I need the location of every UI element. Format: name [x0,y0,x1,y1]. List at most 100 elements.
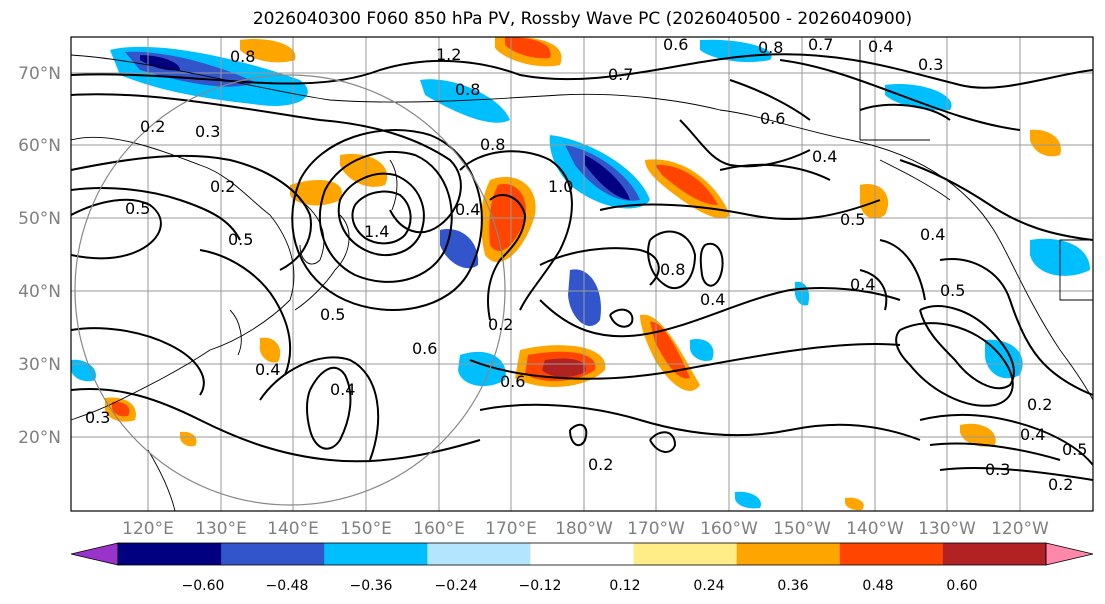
lat-label: 70°N [18,64,61,84]
contour-label: 0.3 [195,122,220,141]
lat-label: 20°N [18,428,61,448]
lat-label: 60°N [18,136,61,156]
contour-label: 0.5 [320,305,345,324]
contour-label: 0.6 [500,372,525,391]
contour-label: 0.6 [412,339,437,358]
lon-label: 140°W [846,519,904,539]
colorbar-swatch [942,543,1047,565]
contour-label: 1.0 [548,177,573,196]
colorbar-swatch [221,543,325,565]
colorbar-swatch-high-extend [1045,542,1094,566]
contour-label: 1.2 [436,45,461,64]
pos-anomaly-patch [1030,129,1061,157]
colorbar-tick-label: 0.36 [777,578,808,594]
pos-anomaly-patch [340,154,388,187]
colorbar-tick-label: −0.12 [519,578,562,594]
colorbar-swatch [324,543,428,565]
pos-anomaly-patch [542,358,586,378]
neg-anomaly-patch [420,79,510,123]
colorbar-tick-label: 0.48 [862,578,893,594]
neg-anomaly-patch [700,39,772,63]
contour-label: 0.2 [588,455,613,474]
contour-label: 0.4 [700,290,725,309]
contour-label: 0.4 [812,147,837,166]
colorbar-tick-labels: −0.60 −0.48 −0.36 −0.24 −0.12 0.12 0.24 … [182,578,978,594]
contour-label: 0.4 [1020,425,1045,444]
colorbar-swatch [736,543,841,565]
lat-label: 50°N [18,209,61,229]
pos-anomaly-patch [290,180,342,206]
colorbar: −0.60 −0.48 −0.36 −0.24 −0.12 0.12 0.24 … [70,542,1094,594]
contour-label: 0.5 [125,199,150,218]
lon-label: 120°E [122,519,174,539]
contour-label: 0.3 [85,408,110,427]
contour-label: 0.8 [230,47,255,66]
lon-label: 170°E [485,519,537,539]
colorbar-outline [117,542,1047,566]
contour-label: 0.2 [140,117,165,136]
pos-anomaly-patch [240,39,296,63]
contour-label: 0.5 [1062,440,1087,459]
pos-anomaly-patch [505,37,551,59]
pos-anomaly-patch [112,401,130,417]
contour-label: 0.6 [760,109,785,128]
neg-anomaly-patch [585,155,630,200]
lon-label: 140°E [267,519,319,539]
contour-label: 0.4 [850,275,875,294]
contour-label: 0.2 [488,315,513,334]
pos-anomaly-patch [845,497,864,511]
colorbar-swatch-low-extend [70,542,119,566]
lon-label: 150°E [340,519,392,539]
contour-label: 0.7 [808,35,833,54]
lon-label: 160°E [413,519,465,539]
contour-label: 0.5 [840,210,865,229]
colorbar-tick-label: 0.60 [946,578,977,594]
neg-anomaly-patch [690,339,714,361]
contour-label: 0.3 [918,55,943,74]
contour-label: 0.2 [1048,475,1073,494]
contour-label: 0.8 [660,260,685,279]
latitude-labels: 70°N 60°N 50°N 40°N 30°N 20°N [18,64,61,448]
pos-anomaly-patch [259,337,281,363]
contour-label: 0.2 [1027,395,1052,414]
map-frame [70,36,1094,512]
pos-anomaly-patch [960,423,996,447]
colorbar-tick-label: −0.48 [266,578,309,594]
colorbar-tick-label: 0.12 [609,578,640,594]
contour-label: 0.4 [330,380,355,399]
lon-label: 120°W [991,519,1049,539]
neg-anomaly-patch [140,55,180,71]
neg-anomaly-patch [71,359,96,382]
coastlines [71,40,1093,511]
pv-contours [71,53,1093,481]
colorbar-swatch [118,543,222,565]
colorbar-swatch [633,543,738,565]
lat-label: 40°N [18,282,61,302]
pos-anomaly-patch [655,164,718,205]
contour-label: 0.6 [663,35,688,54]
colorbar-swatch [427,543,531,565]
colorbar-swatch [530,543,635,565]
contour-label: 0.5 [940,281,965,300]
lon-label: 160°W [700,519,758,539]
colorbar-tick-label: −0.24 [435,578,478,594]
contour-label: 0.4 [455,200,480,219]
contour-label: 0.4 [255,360,280,379]
map-title: 2026040300 F060 850 hPa PV, Rossby Wave … [252,9,913,29]
neg-anomaly-patch [735,491,761,509]
lon-label: 130°W [918,519,976,539]
colorbar-tick-label: −0.60 [182,578,225,594]
lon-label: 150°W [773,519,831,539]
contour-label: 0.4 [868,37,893,56]
contour-label: 0.8 [758,38,783,57]
lon-label: 180°W [555,519,613,539]
contour-label: 0.8 [455,80,480,99]
contour-label: 0.8 [480,135,505,154]
contour-label: 0.2 [210,177,235,196]
longitude-labels: 120°E 130°E 140°E 150°E 160°E 170°E 180°… [122,519,1049,539]
lon-label: 170°W [627,519,685,539]
colorbar-tick-label: −0.36 [350,578,393,594]
contour-label: 0.7 [608,65,633,84]
pos-anomaly-patch [180,431,197,447]
